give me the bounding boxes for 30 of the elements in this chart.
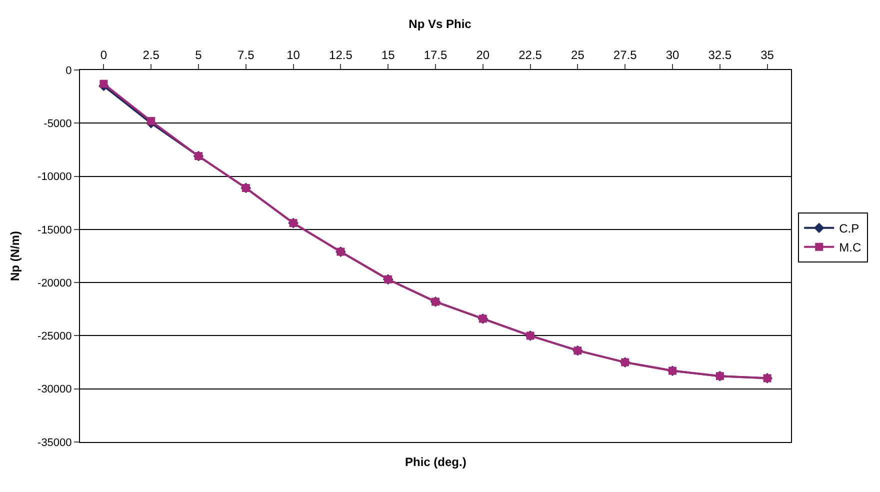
y-tick-label: -25000 [38, 330, 72, 343]
x-axis-title: Phic (deg.) [405, 455, 466, 469]
x-tick-label: 20 [476, 48, 490, 62]
x-tick-label: 25 [571, 48, 585, 62]
y-tick-label: -20000 [38, 277, 72, 290]
chart-title: Np Vs Phic [408, 17, 472, 32]
point [147, 117, 156, 126]
y-tick-label: -15000 [38, 224, 72, 236]
x-tick-label: 35 [760, 48, 774, 62]
y-tick-label: -10000 [38, 171, 72, 184]
x-tick-label: 30 [666, 48, 680, 62]
x-tick-label: 15 [381, 48, 396, 62]
legend-label: C.P [839, 222, 860, 236]
y-tick-label: 0 [66, 64, 72, 77]
legend-label: M.C [839, 240, 862, 255]
x-tick-label: 27.5 [613, 48, 638, 62]
y-tick-label: -30000 [38, 384, 72, 396]
x-tick-label: 22.5 [518, 48, 542, 62]
x-tick-label: 0 [100, 48, 108, 62]
y-tick-label: -35000 [38, 436, 72, 449]
x-tick-label: 2.5 [142, 48, 160, 62]
point [100, 80, 108, 88]
y-axis-title: Np (N/m) [8, 231, 22, 281]
x-tick-label: 17.5 [424, 48, 448, 62]
x-tick-label: 12.5 [329, 48, 353, 62]
y-tick-label: -5000 [44, 118, 72, 130]
x-tick-label: 5 [195, 48, 202, 62]
x-tick-label: 7.5 [238, 48, 255, 62]
x-tick-label: 10 [286, 48, 300, 62]
x-tick-label: 32.5 [708, 48, 732, 62]
